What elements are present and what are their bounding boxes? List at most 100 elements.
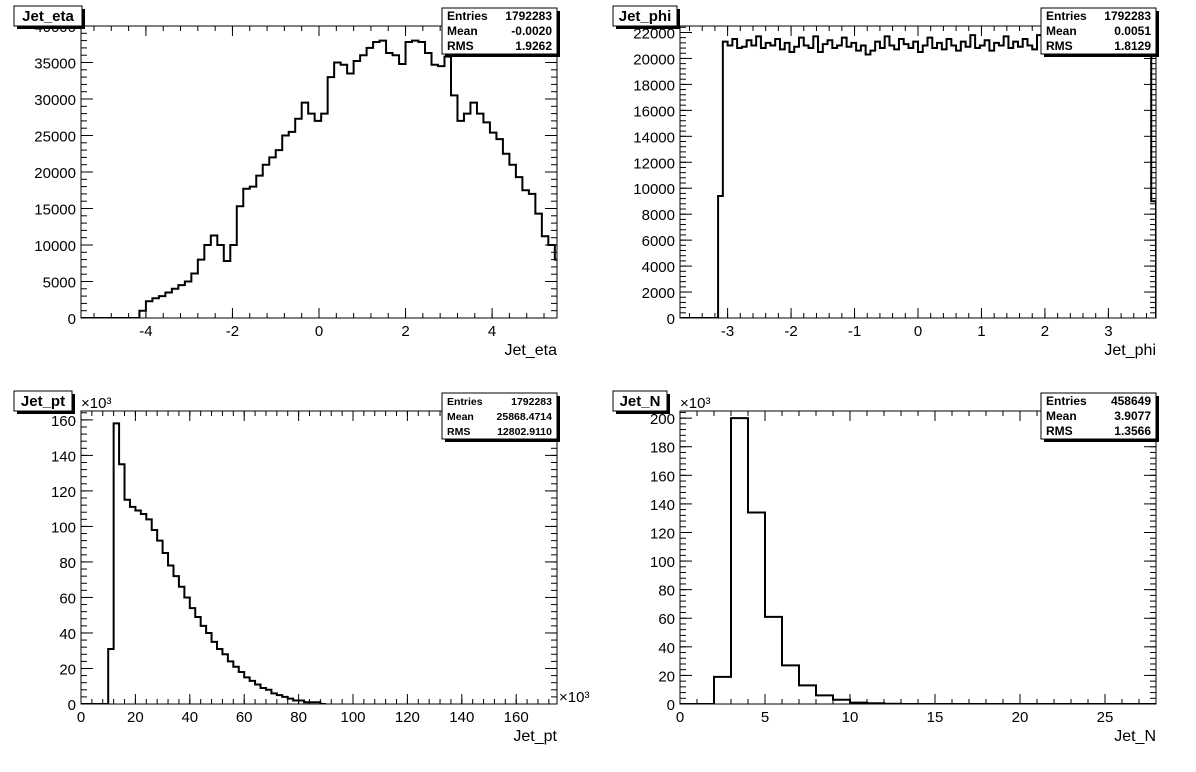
y-tick-label: 20000 xyxy=(633,51,675,68)
x-tick-label: 20 xyxy=(1012,709,1029,726)
panel-jet-pt: 0 20 40 60 80 100 120 140 160 0 20 40 60 80 100 120 140 1… xyxy=(13,390,589,745)
title-box xyxy=(13,390,73,412)
x-tick-label: 160 xyxy=(504,709,529,726)
x-tick-label: -4 xyxy=(139,323,152,340)
x-axis-title: Jet_phi xyxy=(1104,342,1156,359)
stats-box xyxy=(1040,7,1157,55)
stats-mean-label: Mean xyxy=(1046,24,1077,38)
y-tick-label: 15000 xyxy=(34,202,76,219)
title-box xyxy=(612,390,668,412)
y-tick-label: 20 xyxy=(658,668,675,685)
x-tick-label: 20 xyxy=(127,709,144,726)
x-tick-label: -1 xyxy=(848,323,861,340)
x-tick-label: 4 xyxy=(488,323,496,340)
title-box xyxy=(13,5,83,27)
y-tick-label: 100 xyxy=(51,519,76,536)
histogram-title: Jet_N xyxy=(620,393,661,410)
x-tick-label: 0 xyxy=(77,709,85,726)
x-tick-label: 60 xyxy=(236,709,253,726)
y-tick-label: 60 xyxy=(59,590,76,607)
y-tick-label: 60 xyxy=(658,611,675,628)
x-exponent-label: ×10³ xyxy=(559,689,589,706)
y-tick-label: 120 xyxy=(51,484,76,501)
stats-rms-value: 1.9262 xyxy=(515,39,552,53)
x-axis-title: Jet_eta xyxy=(505,342,558,359)
stats-entries-value: 1792283 xyxy=(505,9,552,23)
plot-frame xyxy=(80,25,558,319)
x-tick-label: 80 xyxy=(290,709,307,726)
y-tick-label: 5000 xyxy=(43,275,76,292)
stats-rms-value: 12802.9110 xyxy=(497,426,552,438)
panel-jet-n: 0 5 10 15 20 25020406080100120140160180200Jet… xyxy=(612,390,1159,745)
x-tick-label: 1 xyxy=(977,323,985,340)
title-box xyxy=(612,5,678,27)
y-tick-label: 30000 xyxy=(34,92,76,109)
stats-entries-value: 1792283 xyxy=(511,396,552,408)
stats-entries-label: Entries xyxy=(447,396,483,408)
y-tick-label: 80 xyxy=(658,583,675,600)
stats-mean-label: Mean xyxy=(447,24,478,38)
stats-mean-value: 3.9077 xyxy=(1114,409,1151,423)
y-tick-label: 12000 xyxy=(633,155,675,172)
panel-jet-eta: -4 -2 0 2 4 0 5000 10000 15000 20000 25000 30000 350… xyxy=(13,5,560,359)
stats-rms-label: RMS xyxy=(447,39,474,53)
stats-entries-label: Entries xyxy=(447,9,488,23)
stats-mean-value: 25868.4714 xyxy=(497,411,553,423)
y-tick-label: 160 xyxy=(650,468,675,485)
histogram-title: Jet_pt xyxy=(21,393,65,410)
plot-frame xyxy=(80,410,558,705)
y-tick-label: 140 xyxy=(51,448,76,465)
y-tick-label: 22000 xyxy=(633,25,675,42)
stats-entries-value: 1792283 xyxy=(1104,9,1151,23)
x-tick-label: -2 xyxy=(226,323,239,340)
stats-rms-label: RMS xyxy=(1046,424,1073,438)
stats-rms-label: RMS xyxy=(1046,39,1073,53)
y-tick-label: 0 xyxy=(68,697,76,714)
y-tick-label: 40 xyxy=(658,640,675,657)
y-tick-label: 140 xyxy=(650,497,675,514)
stats-box xyxy=(1040,392,1157,440)
stats-entries-label: Entries xyxy=(1046,394,1087,408)
y-tick-label: 6000 xyxy=(642,233,675,250)
y-tick-label: 18000 xyxy=(633,77,675,94)
x-tick-label: 10 xyxy=(842,709,859,726)
y-tick-label: 160 xyxy=(51,413,76,430)
y-tick-label: 40 xyxy=(59,626,76,643)
plot-frame xyxy=(679,410,1157,705)
x-tick-label: 140 xyxy=(449,709,474,726)
histogram-title: Jet_eta xyxy=(22,8,74,25)
plot-frame xyxy=(679,25,1157,319)
histogram-title: Jet_phi xyxy=(619,8,672,25)
stats-box xyxy=(441,392,558,440)
y-exponent-label: ×10³ xyxy=(81,395,111,412)
y-tick-label: 10000 xyxy=(34,238,76,255)
y-tick-label: 0 xyxy=(667,311,675,328)
x-tick-label: 0 xyxy=(315,323,323,340)
x-axis-title: Jet_pt xyxy=(513,728,557,745)
y-tick-label: 180 xyxy=(650,440,675,457)
x-tick-label: -2 xyxy=(784,323,797,340)
y-tick-label: 20 xyxy=(59,661,76,678)
x-tick-label: 100 xyxy=(340,709,365,726)
x-tick-label: 40 xyxy=(181,709,198,726)
panel-jet-phi: -3 -2 -1 0 1 2 3 0 2000 4000 6000 8000 10000 12000 140… xyxy=(612,5,1159,359)
histogram-line xyxy=(680,417,1156,704)
y-tick-label: 8000 xyxy=(642,207,675,224)
x-tick-label: 3 xyxy=(1104,323,1112,340)
stats-mean-value: 0.0051 xyxy=(1114,24,1151,38)
stats-mean-value: -0.0020 xyxy=(511,24,552,38)
stats-entries-label: Entries xyxy=(1046,9,1087,23)
stats-rms-value: 1.3566 xyxy=(1114,424,1151,438)
y-exponent-label: ×10³ xyxy=(680,395,710,412)
y-tick-label: 0 xyxy=(68,311,76,328)
stats-box xyxy=(441,7,558,55)
y-tick-label: 10000 xyxy=(633,181,675,198)
y-tick-label: 35000 xyxy=(34,56,76,73)
x-tick-label: 5 xyxy=(761,709,769,726)
stats-rms-label: RMS xyxy=(447,426,470,438)
stats-mean-label: Mean xyxy=(1046,409,1077,423)
x-tick-label: 2 xyxy=(1041,323,1049,340)
y-tick-label: 200 xyxy=(650,411,675,428)
x-tick-label: -3 xyxy=(721,323,734,340)
